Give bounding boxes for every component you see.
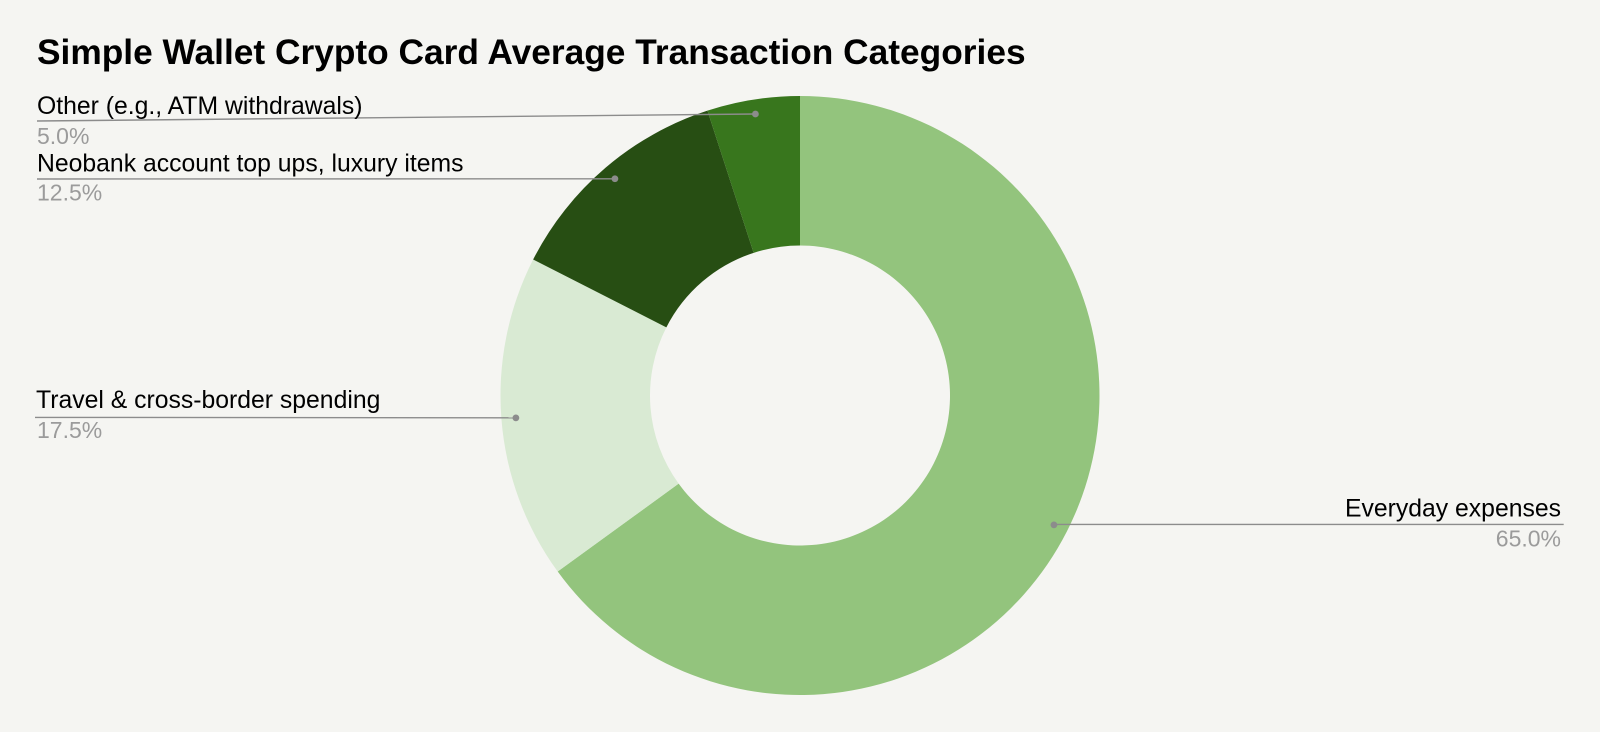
svg-text:Everyday expenses: Everyday expenses <box>1345 496 1561 523</box>
svg-text:65.0%: 65.0% <box>1496 525 1561 551</box>
svg-text:Simple Wallet Crypto Card Aver: Simple Wallet Crypto Card Average Transa… <box>37 33 1026 72</box>
svg-text:17.5%: 17.5% <box>37 417 102 443</box>
svg-text:5.0%: 5.0% <box>37 123 89 149</box>
svg-text:Neobank account top ups, luxur: Neobank account top ups, luxury items <box>37 151 463 178</box>
svg-text:12.5%: 12.5% <box>37 180 102 206</box>
svg-text:Other (e.g., ATM withdrawals): Other (e.g., ATM withdrawals) <box>37 93 363 120</box>
svg-text:Travel & cross-border spending: Travel & cross-border spending <box>36 387 380 414</box>
